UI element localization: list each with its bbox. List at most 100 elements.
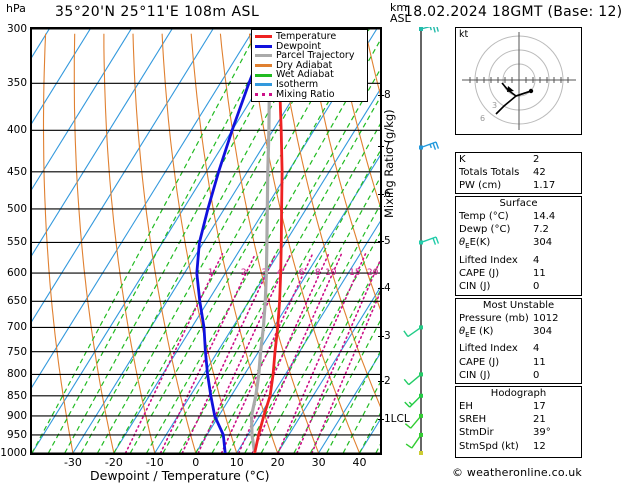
pressure-tick-label: 500 bbox=[6, 202, 27, 215]
index-row: θEE (K) 304 bbox=[456, 325, 581, 342]
wind-barb-column bbox=[398, 24, 444, 469]
index-value: 39° bbox=[533, 427, 551, 439]
index-name: SREH bbox=[459, 414, 487, 426]
wind-barb-canvas bbox=[403, 24, 440, 469]
index-name: θEE (K) bbox=[459, 326, 494, 340]
svg-text:3: 3 bbox=[492, 101, 497, 110]
legend-item: Dry Adiabat bbox=[255, 61, 365, 71]
height-tick-mark bbox=[378, 95, 384, 96]
index-name: CIN (J) bbox=[459, 369, 491, 381]
index-row: PW (cm) 1.17 bbox=[456, 179, 581, 192]
legend-item: Isotherm bbox=[255, 80, 365, 90]
mixing-ratio-label: 10 bbox=[325, 268, 337, 278]
legend-item: Parcel Trajectory bbox=[255, 51, 365, 61]
height-tick-mark bbox=[378, 336, 384, 337]
most-unstable-panel: Most Unstable Pressure (mb) 1012 θEE (K) 304… bbox=[455, 298, 582, 384]
wind-barb bbox=[404, 393, 423, 408]
index-row: EH 17 bbox=[456, 400, 581, 413]
hodograph-unit-label: kt bbox=[459, 29, 469, 40]
surface-indices-panel: Surface Temp (°C) 14.4 Dewp (°C) 7.2 θEE(K) 30… bbox=[455, 196, 582, 296]
index-name: StmSpd (kt) bbox=[459, 440, 519, 452]
legend-label: Mixing Ratio bbox=[276, 88, 335, 100]
panel-title: Hodograph bbox=[490, 388, 547, 399]
index-value: 42 bbox=[533, 167, 546, 179]
wind-barb bbox=[419, 141, 440, 150]
wind-barb bbox=[419, 236, 440, 245]
temperature-tick-label: -10 bbox=[145, 456, 164, 469]
index-name: Lifted Index bbox=[459, 343, 518, 355]
temperature-tick-label: 30 bbox=[311, 456, 326, 469]
mixing-ratio-label: 2 bbox=[241, 268, 247, 278]
index-value: 21 bbox=[533, 414, 546, 426]
mixing-ratio-label: 8 bbox=[315, 268, 321, 278]
height-tick-mark bbox=[378, 146, 384, 147]
pressure-tick-label: 1000 bbox=[0, 447, 27, 459]
index-name: CAPE (J) bbox=[459, 267, 500, 279]
wind-barb bbox=[404, 413, 423, 429]
index-row: θEE(K) 304 bbox=[456, 236, 581, 253]
height-tick-label: 2 bbox=[384, 375, 391, 387]
index-name: CIN (J) bbox=[459, 281, 491, 293]
legend-swatch-icon bbox=[255, 83, 272, 87]
height-tick-label: 4 bbox=[384, 282, 391, 294]
index-value: 4 bbox=[533, 343, 540, 355]
legend-swatch-icon bbox=[255, 64, 272, 68]
model-run-label: 18.02.2024 18GMT (Base: 12) bbox=[404, 4, 623, 20]
index-value: 17 bbox=[533, 401, 546, 412]
wind-barb bbox=[403, 325, 423, 338]
index-value: 11 bbox=[533, 267, 546, 279]
index-name: EH bbox=[459, 401, 473, 412]
index-value: 1012 bbox=[533, 313, 559, 324]
index-value: 0 bbox=[533, 281, 540, 293]
height-tick-label: 5 bbox=[384, 235, 391, 247]
hodograph-canvas: 36 bbox=[462, 32, 576, 130]
mixing-ratio-label: 15 bbox=[349, 268, 360, 278]
index-row: CIN (J) 0 bbox=[456, 369, 581, 382]
index-value: 4 bbox=[533, 254, 540, 266]
index-row: CAPE (J) 11 bbox=[456, 356, 581, 369]
index-row: Lifted Index 4 bbox=[456, 254, 581, 267]
temperature-tick-label: 40 bbox=[352, 456, 367, 469]
index-name: PW (cm) bbox=[459, 180, 502, 192]
pressure-tick-label: 900 bbox=[6, 409, 27, 422]
index-row: StmDir 39° bbox=[456, 426, 581, 439]
wind-barb bbox=[408, 451, 423, 469]
height-tick-mark bbox=[378, 241, 384, 242]
index-value: 2 bbox=[533, 154, 540, 165]
profile-parcel-trajectory bbox=[249, 29, 272, 453]
panel-title: Most Unstable bbox=[482, 300, 555, 311]
legend-item: Wet Adiabat bbox=[255, 70, 365, 80]
index-value: 14.4 bbox=[533, 211, 556, 222]
legend-item: Dewpoint bbox=[255, 42, 365, 52]
index-name: Totals Totals bbox=[459, 167, 520, 179]
index-name: θEE(K) bbox=[459, 237, 491, 251]
legend: Temperature Dewpoint Parcel Trajectory Dry … bbox=[251, 29, 368, 103]
index-name: Temp (°C) bbox=[459, 211, 509, 222]
page-title: 35°20'N 25°11'E 108m ASL bbox=[55, 4, 260, 20]
legend-label: Parcel Trajectory bbox=[276, 50, 355, 62]
index-value: 0 bbox=[533, 369, 540, 381]
index-value: 7.2 bbox=[533, 224, 549, 236]
pressure-tick-label: 850 bbox=[6, 389, 27, 402]
index-row: CAPE (J) 11 bbox=[456, 267, 581, 280]
pressure-tick-label: 350 bbox=[6, 77, 27, 90]
pressure-tick-label: 300 bbox=[6, 23, 27, 35]
mixing-ratio-label: 6 bbox=[299, 268, 305, 278]
mixing-ratio-label: 20 bbox=[367, 268, 379, 278]
height-unit-line2: ASL bbox=[390, 12, 411, 25]
index-row: Pressure (mb) 1012 bbox=[456, 312, 581, 325]
hodograph-indices-panel: Hodograph EH 17 SREH 21 StmDir 39° StmSpd (kt) 1… bbox=[455, 386, 582, 458]
pressure-tick-label: 400 bbox=[6, 124, 27, 137]
height-unit-label: km ASL bbox=[390, 2, 411, 24]
pressure-tick-label: 800 bbox=[6, 368, 27, 381]
svg-text:6: 6 bbox=[480, 114, 485, 123]
wind-barb bbox=[419, 24, 439, 33]
legend-swatch-icon bbox=[255, 44, 272, 48]
index-value: 304 bbox=[533, 237, 553, 249]
height-tick-mark bbox=[378, 419, 384, 420]
legend-swatch-icon bbox=[255, 54, 272, 58]
temperature-tick-label: 10 bbox=[229, 456, 244, 469]
index-name: Lifted Index bbox=[459, 254, 518, 266]
